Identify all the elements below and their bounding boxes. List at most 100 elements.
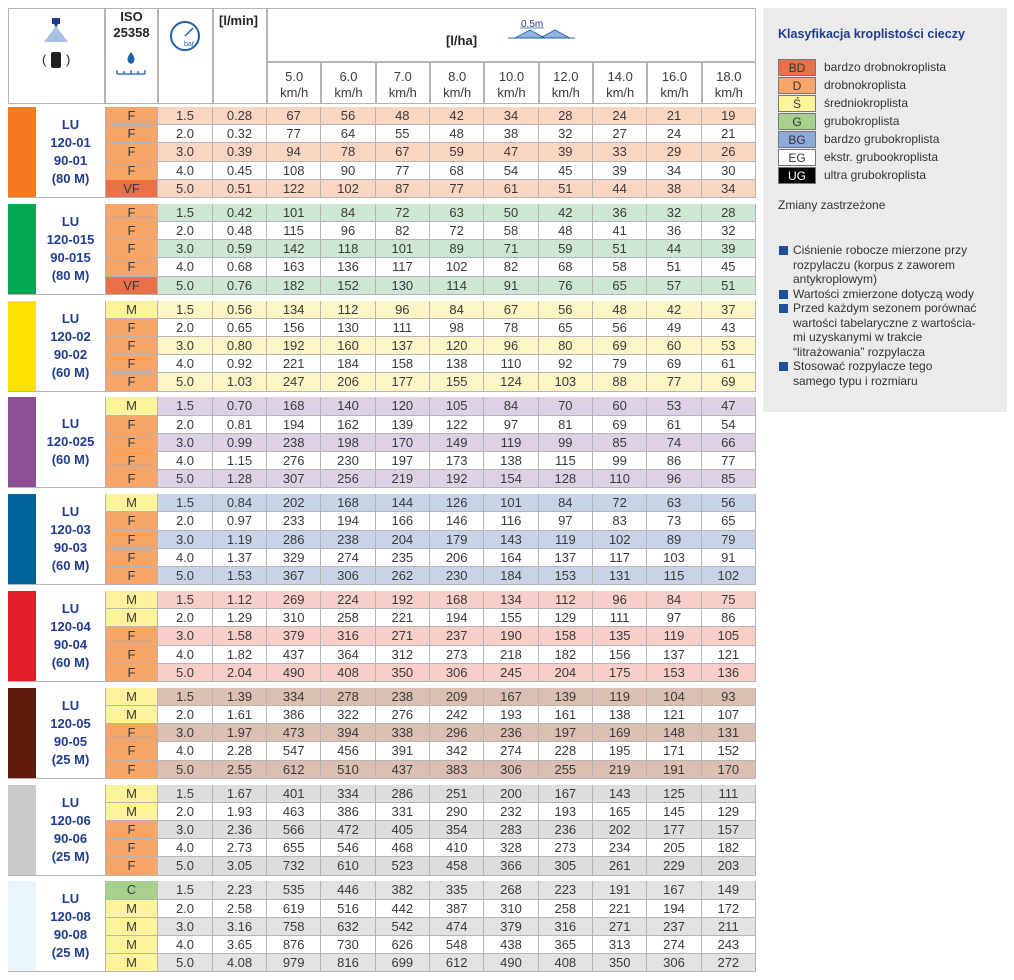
- rate: 238: [267, 433, 322, 452]
- rate: 204: [538, 663, 593, 682]
- rate: 206: [430, 548, 485, 567]
- flow: 1.39: [213, 687, 267, 706]
- rate: 76: [538, 276, 593, 295]
- rate: 111: [701, 784, 756, 803]
- group-label-line: 90-01: [53, 153, 88, 168]
- rate: 610: [321, 857, 376, 876]
- rate: 230: [321, 452, 376, 471]
- rate: 107: [701, 706, 756, 725]
- rate: 137: [647, 645, 702, 664]
- group-label-line: LU: [61, 416, 80, 432]
- rate: 655: [267, 839, 322, 858]
- rate: 121: [701, 645, 756, 664]
- rate: 77: [375, 161, 430, 180]
- iso-class: M: [105, 954, 158, 973]
- group-color: [8, 687, 36, 779]
- group-label-line: 120-05: [50, 715, 91, 731]
- group-label-line: 90-03: [53, 540, 88, 556]
- rate: 148: [647, 724, 702, 743]
- rate: 876: [267, 936, 322, 955]
- rate: 548: [430, 936, 485, 955]
- rate: 122: [430, 415, 485, 434]
- rate: 34: [647, 161, 702, 180]
- iso-class: F: [105, 760, 158, 779]
- speed-unit: km/h: [660, 85, 689, 100]
- rate: 131: [701, 724, 756, 743]
- rate: 44: [593, 179, 648, 198]
- rate: 192: [267, 337, 322, 356]
- iso-class: M: [105, 917, 158, 936]
- rate: 234: [593, 839, 648, 858]
- rate: 99: [593, 452, 648, 471]
- rate: 139: [375, 415, 430, 434]
- rate: 111: [375, 318, 430, 337]
- legend-code: Ś: [778, 95, 816, 112]
- flow: 0.45: [213, 161, 267, 180]
- speed-header: 10.0 km/h: [484, 62, 539, 104]
- rate: 379: [267, 627, 322, 646]
- group-color: [8, 784, 36, 876]
- rate: 65: [701, 512, 756, 531]
- rate: 54: [701, 415, 756, 434]
- group-label: LU 120-025 (60 M): [36, 397, 105, 489]
- iso-class: F: [105, 627, 158, 646]
- rate: 87: [375, 179, 430, 198]
- iso-class: F: [105, 470, 158, 489]
- rate: 59: [538, 240, 593, 259]
- group-label-line: 120-025: [46, 434, 95, 450]
- rate: 438: [484, 936, 539, 955]
- rate: 193: [484, 706, 539, 725]
- iso-class: F: [105, 125, 158, 144]
- rate: 224: [321, 591, 376, 610]
- flow: 0.84: [213, 494, 267, 513]
- rate: 36: [647, 222, 702, 241]
- rate: 269: [267, 591, 322, 610]
- group-label-line: (60 M): [51, 558, 90, 574]
- group-color: [8, 397, 36, 489]
- rate: 152: [701, 742, 756, 761]
- rate: 129: [701, 802, 756, 821]
- rate: 276: [267, 452, 322, 471]
- rate: 120: [375, 397, 430, 416]
- rate: 78: [484, 318, 539, 337]
- rate: 105: [430, 397, 485, 416]
- group-label-line: 90-015: [50, 249, 91, 265]
- rate: 79: [593, 355, 648, 374]
- rate: 242: [430, 706, 485, 725]
- rate: 158: [538, 627, 593, 646]
- group-label: LU 120-015 90-015 (80 M): [36, 203, 105, 295]
- rate: 221: [267, 355, 322, 374]
- rate: 566: [267, 821, 322, 840]
- group-color: [8, 881, 36, 973]
- pressure: 1.5: [158, 300, 213, 319]
- speed-unit: km/h: [334, 85, 363, 100]
- group-label-line: 120-06: [50, 812, 91, 828]
- rate: 328: [484, 839, 539, 858]
- pressure: 1.5: [158, 591, 213, 610]
- flow: 1.19: [213, 530, 267, 549]
- rate: 98: [430, 318, 485, 337]
- rate: 137: [538, 548, 593, 567]
- rate: 72: [375, 203, 430, 222]
- rate: 619: [267, 899, 322, 918]
- flow: 0.80: [213, 337, 267, 356]
- rate: 219: [375, 470, 430, 489]
- iso-class: F: [105, 107, 158, 126]
- rate: 89: [430, 240, 485, 259]
- rate: 233: [267, 512, 322, 531]
- rate: 51: [538, 179, 593, 198]
- rate: 119: [538, 530, 593, 549]
- rate: 19: [701, 107, 756, 126]
- rate: 36: [593, 203, 648, 222]
- legend-label: drobnokroplista: [824, 78, 907, 92]
- rate: 162: [321, 415, 376, 434]
- group-label-line: LU: [61, 213, 80, 229]
- legend-code: G: [778, 113, 816, 130]
- rate: 72: [430, 222, 485, 241]
- rate: 68: [430, 161, 485, 180]
- rate: 53: [647, 397, 702, 416]
- rate: 60: [593, 397, 648, 416]
- rate: 119: [484, 433, 539, 452]
- rate: 110: [484, 355, 539, 374]
- rate: 732: [267, 857, 322, 876]
